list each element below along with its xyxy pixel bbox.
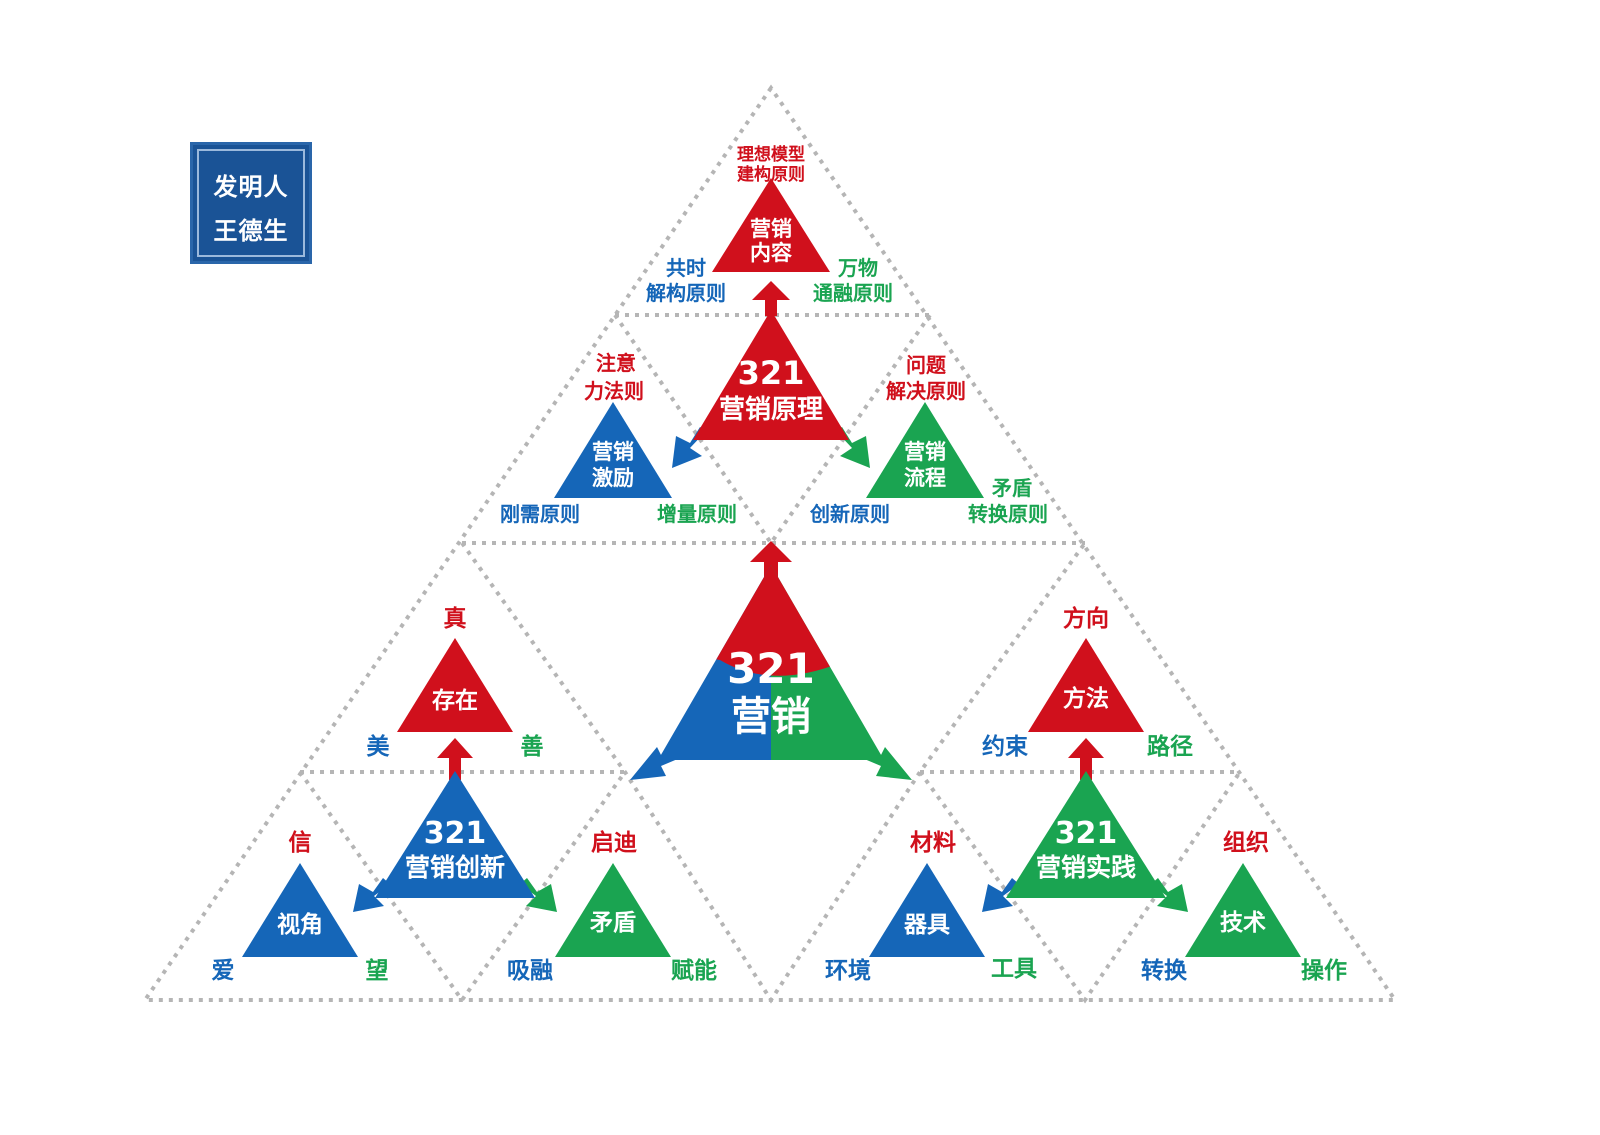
existence-text: 存在 (432, 687, 478, 714)
grid-line-7 (298, 770, 627, 1004)
technique-triangle (1185, 863, 1301, 957)
top-hub-title: 营销原理 (719, 395, 823, 425)
contradiction-text: 矛盾 (590, 910, 636, 936)
instrument-top-label: 材料 (910, 830, 956, 856)
center-group: 321 营销 (630, 541, 912, 780)
process-top-label-1: 问题 (906, 353, 947, 377)
left-hub-triangle (375, 771, 535, 898)
left-group: 321 营销创新 存在 真 美 善 视角 信 爱 望 矛盾 启迪 吸融 赋能 (212, 605, 718, 984)
content-right-label-1: 万物 (837, 256, 878, 280)
arrow-left-left-hub (353, 878, 390, 912)
contradiction-right-label: 赋能 (671, 957, 717, 984)
content-top-label-2: 建构原则 (737, 164, 805, 185)
left-hub-title: 营销创新 (405, 853, 505, 882)
top-hub-number: 321 (738, 354, 805, 392)
method-text: 方法 (1063, 685, 1109, 712)
perspective-text: 视角 (277, 911, 323, 938)
existence-triangle (397, 638, 513, 732)
incentive-right-label: 增量原则 (657, 502, 737, 526)
arrow-up-right-hub (1068, 738, 1104, 780)
process-right-label-2: 转换原则 (968, 502, 1048, 526)
method-top-label: 方向 (1063, 605, 1109, 632)
top-hub-triangle (693, 310, 849, 440)
perspective-left-label: 爱 (212, 958, 235, 984)
marketing-process-line2: 流程 (904, 466, 946, 490)
incentive-top-label-1: 注意 (596, 351, 636, 375)
arrow-right-right-hub (1151, 878, 1188, 912)
technique-left-label: 转换 (1141, 957, 1188, 984)
existence-right-label: 善 (521, 733, 544, 760)
content-top-label-1: 理想模型 (737, 144, 805, 165)
marketing-content-line2: 内容 (750, 241, 792, 265)
inventor-stamp: 发明人 王德生 (190, 142, 312, 264)
marketing-process-triangle (866, 402, 984, 498)
left-hub-number: 321 (424, 816, 487, 851)
contradiction-triangle (555, 863, 671, 957)
method-right-label: 路径 (1147, 733, 1193, 760)
technique-top-label: 组织 (1223, 829, 1269, 856)
content-right-label-2: 通融原则 (813, 281, 893, 305)
incentive-top-label-2: 力法则 (584, 379, 644, 403)
grid-line-6 (460, 541, 1087, 1004)
right-hub-title: 营销实践 (1036, 853, 1136, 882)
process-top-label-2: 解决原则 (886, 379, 966, 403)
contradiction-left-label: 吸融 (507, 958, 553, 984)
marketing-content-triangle (712, 178, 830, 272)
marketing-incentive-triangle (554, 402, 672, 498)
process-right-label-1: 矛盾 (992, 476, 1032, 500)
center-number: 321 (727, 644, 815, 693)
center-title: 营销 (731, 694, 811, 740)
arrow-up-top-hub (752, 281, 790, 316)
right-hub-number: 321 (1055, 816, 1118, 851)
technique-text: 技术 (1220, 910, 1266, 936)
existence-top-label: 真 (444, 605, 467, 632)
instrument-text: 器具 (903, 912, 950, 938)
marketing-incentive-line2: 激励 (592, 466, 634, 490)
instrument-right-label: 工具 (991, 956, 1037, 982)
perspective-top-label: 信 (289, 829, 312, 856)
technique-right-label: 操作 (1301, 958, 1347, 984)
existence-left-label: 美 (367, 733, 390, 760)
top-group: 321 营销原理 营销 内容 理想模型 建构原则 共时 解构原则 万物 通融原则… (500, 144, 1048, 526)
contradiction-top-label: 启迪 (591, 829, 637, 856)
marketing-incentive-line1: 营销 (592, 440, 634, 464)
content-left-label-2: 解构原则 (646, 281, 726, 305)
grid-line-8 (918, 770, 1242, 1004)
arrow-right-left-hub (520, 878, 557, 912)
marketing-process-line1: 营销 (904, 440, 946, 464)
perspective-triangle (242, 863, 358, 957)
instrument-triangle (869, 863, 985, 957)
arrow-left-right-hub (982, 878, 1019, 912)
perspective-right-label: 望 (366, 958, 389, 984)
instrument-left-label: 环境 (825, 957, 871, 984)
method-triangle (1028, 638, 1144, 732)
process-left-label: 创新原则 (809, 502, 890, 526)
center-arrow-up (750, 541, 792, 580)
stamp-line-1: 发明人 (213, 173, 289, 201)
marketing-content-line1: 营销 (750, 217, 792, 241)
stamp-line-2: 王德生 (213, 217, 289, 245)
arrow-up-left-hub (437, 738, 473, 780)
right-hub-triangle (1006, 771, 1166, 898)
method-left-label: 约束 (982, 733, 1029, 760)
right-group: 321 营销实践 方法 方向 约束 路径 器具 材料 环境 工具 技术 组织 转… (825, 605, 1347, 984)
content-left-label-1: 共时 (666, 256, 706, 280)
incentive-left-label: 刚需原则 (500, 502, 580, 526)
grid-line-5 (613, 313, 932, 547)
